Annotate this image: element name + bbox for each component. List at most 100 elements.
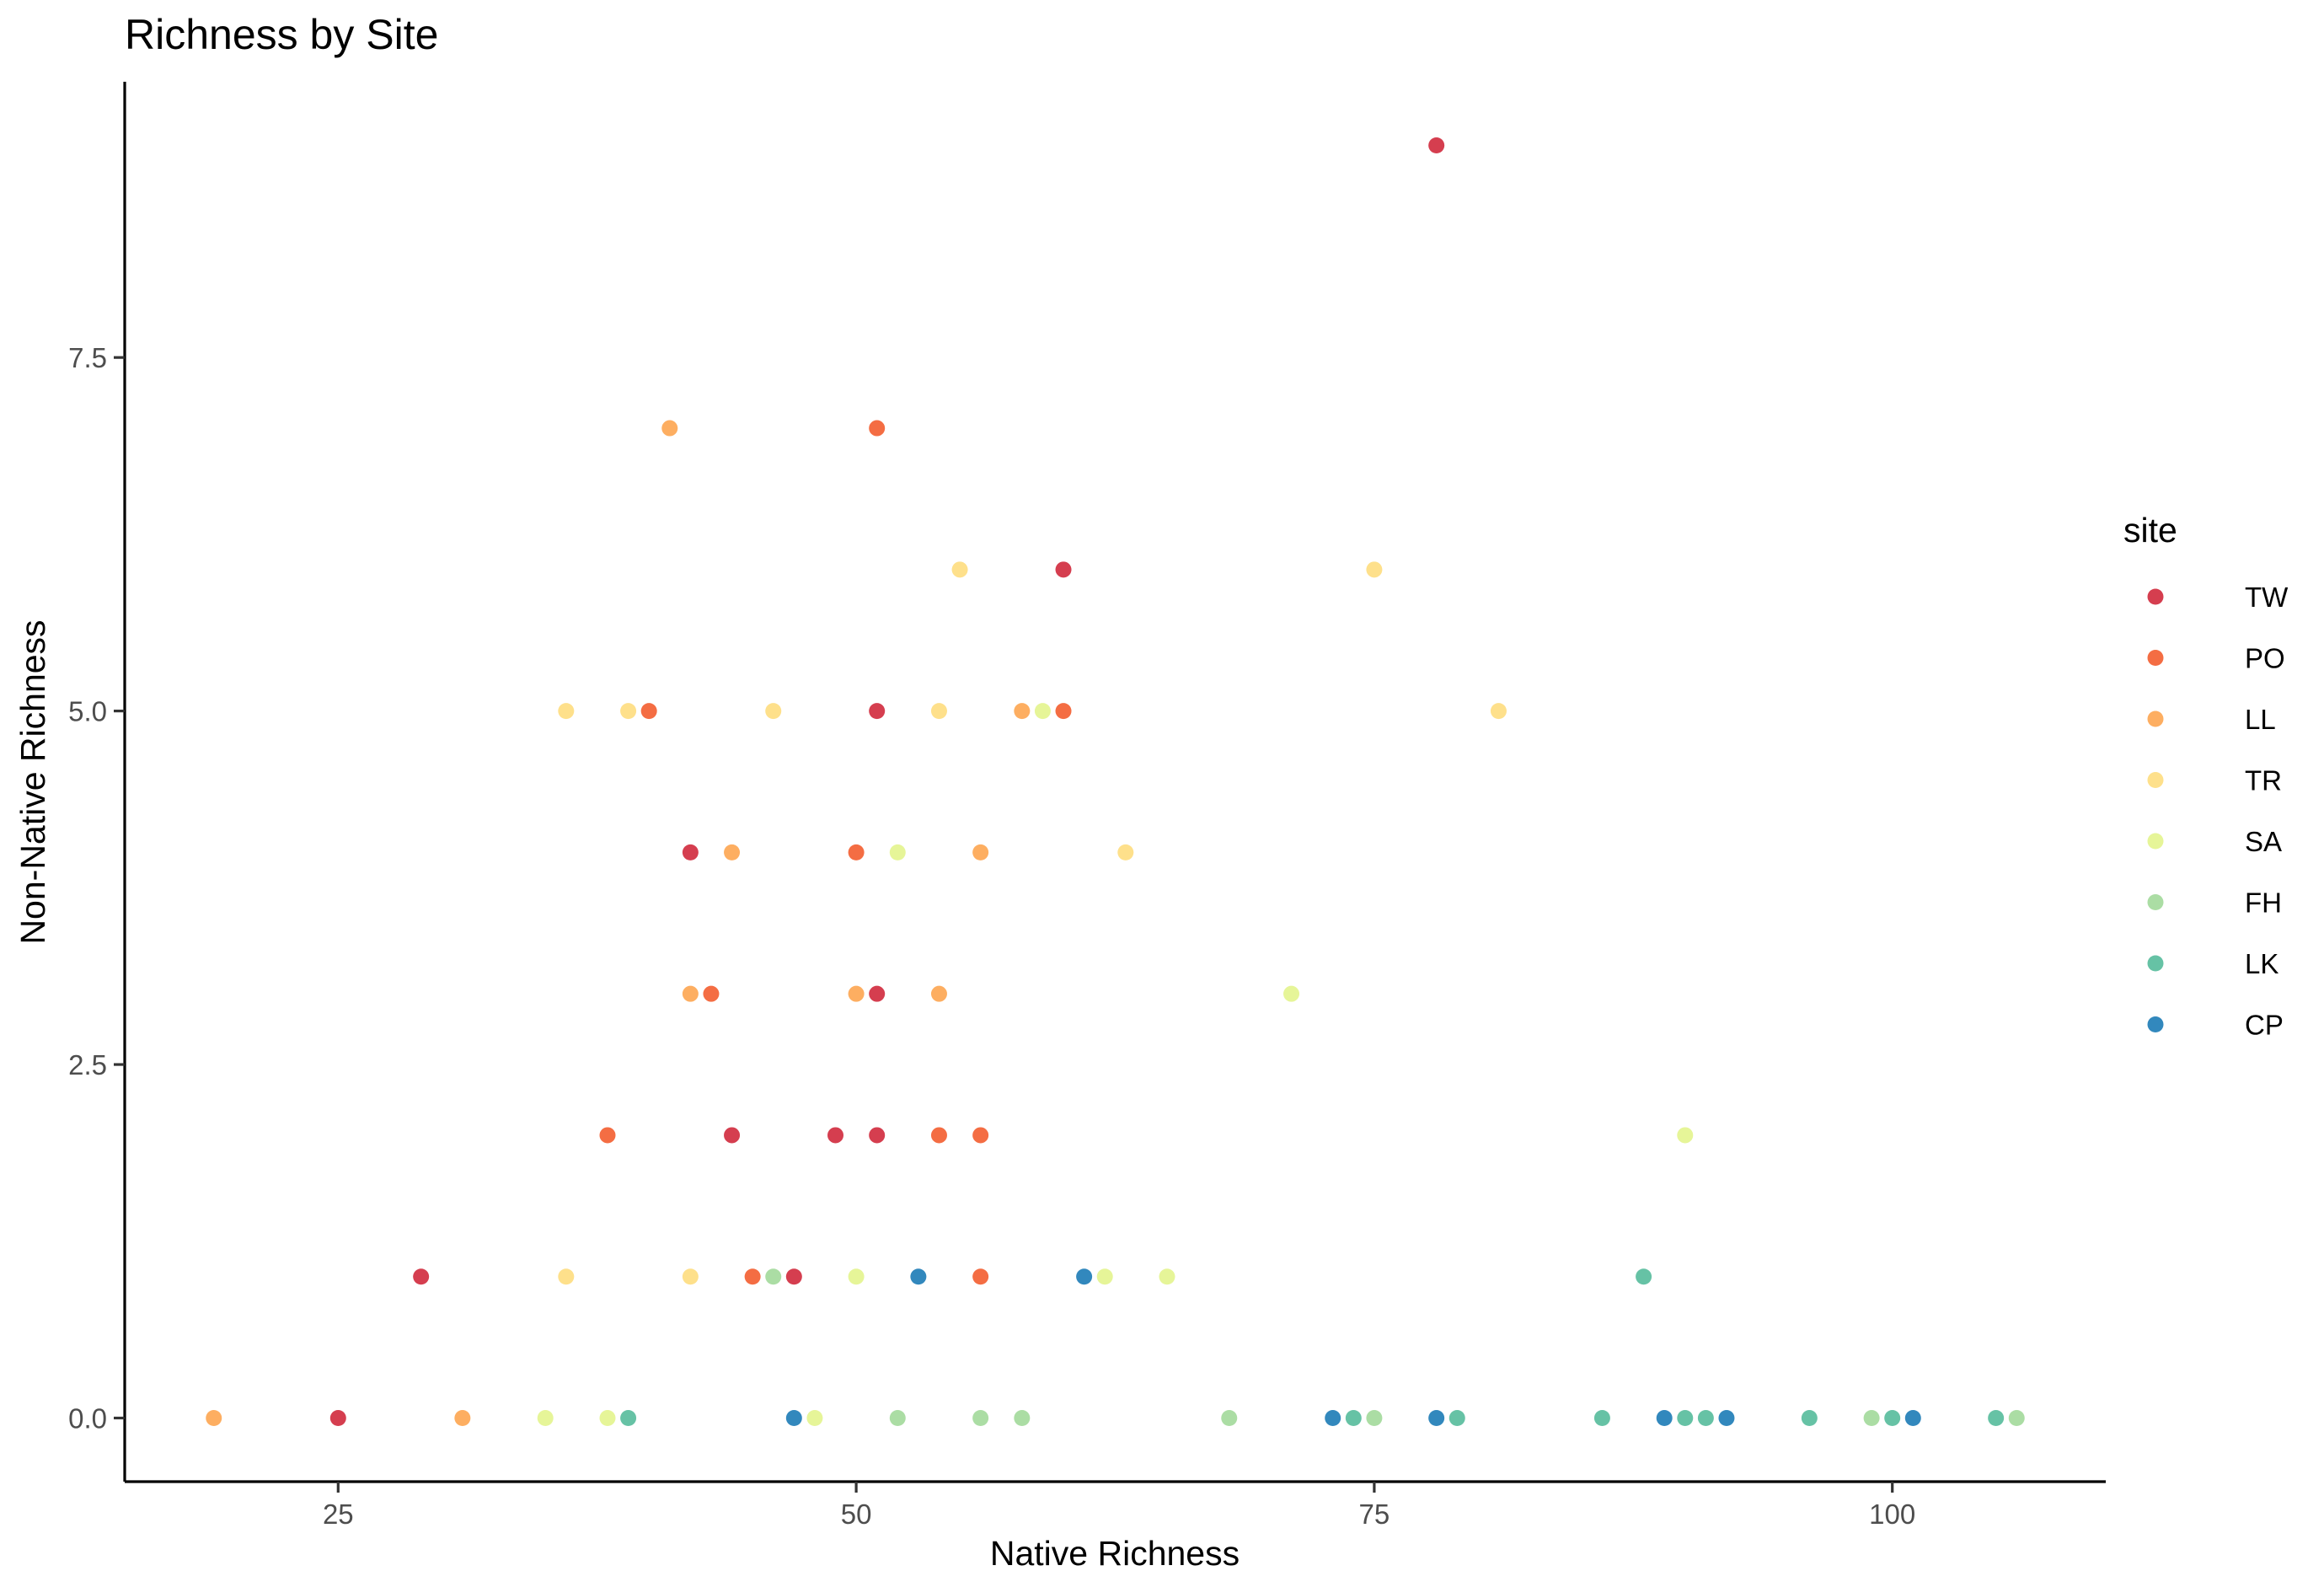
x-axis-title: Native Richness [990,1534,1240,1573]
data-point-po [640,703,657,720]
legend-key-lk [2147,955,2164,972]
legend-key-tr [2147,772,2164,788]
data-point-tr [558,703,575,720]
x-tick-label: 75 [1359,1499,1390,1530]
data-point-tw [1428,137,1445,153]
data-point-tw [329,1410,346,1426]
data-point-lk [1345,1410,1362,1426]
data-point-ll [724,844,741,861]
data-point-lk [1593,1410,1610,1426]
data-point-cp [1325,1410,1341,1426]
data-point-po [869,420,886,437]
legend-label-po: PO [2245,643,2285,674]
legend-label-tr: TR [2245,765,2282,796]
data-point-tw [869,703,886,720]
legend-label-tw: TW [2245,582,2289,613]
data-point-sa [599,1410,616,1426]
data-point-ll [1014,703,1031,720]
data-point-lk [1636,1268,1652,1285]
data-point-tr [765,703,782,720]
data-point-lk [1697,1410,1714,1426]
data-point-sa [1283,985,1300,1002]
legend-label-lk: LK [2245,948,2278,979]
data-point-sa [1677,1127,1694,1144]
x-axis-ticks: 25 50 75 100 [323,1482,1915,1530]
data-points [206,137,2025,1426]
data-point-tw [827,1127,844,1144]
legend: site TW PO LL TR SA FH LK CP [2123,511,2289,1041]
data-point-tr [1117,844,1134,861]
data-point-tw [869,1127,886,1144]
data-point-tr [682,1268,699,1285]
legend-key-tw [2147,588,2164,605]
data-point-ll [972,844,989,861]
data-point-fh [2008,1410,2025,1426]
legend-label-fh: FH [2245,887,2282,919]
data-point-cp [1076,1268,1093,1285]
legend-label-ll: LL [2245,704,2276,735]
data-point-tr [951,561,968,578]
y-tick-label: 5.0 [68,696,107,727]
data-point-cp [1718,1410,1735,1426]
data-point-lk [1448,1410,1465,1426]
y-tick-label: 0.0 [68,1403,107,1434]
data-point-cp [1904,1410,1921,1426]
data-point-ll [206,1410,222,1426]
data-point-lk [1801,1410,1818,1426]
data-point-sa [1096,1268,1113,1285]
data-point-tr [1490,703,1507,720]
data-point-tr [558,1268,575,1285]
data-point-tw [785,1268,802,1285]
legend-key-ll [2147,710,2164,727]
data-point-ll [661,420,678,437]
y-axis-ticks: 0.0 2.5 5.0 7.5 [68,342,125,1434]
data-point-ll [930,985,947,1002]
data-point-ll [454,1410,471,1426]
data-point-ll [848,985,865,1002]
data-point-cp [1656,1410,1673,1426]
data-point-fh [972,1410,989,1426]
data-point-tw [413,1268,430,1285]
data-point-sa [889,844,906,861]
data-point-sa [537,1410,554,1426]
data-point-tr [1366,561,1383,578]
data-point-fh [1014,1410,1031,1426]
data-point-lk [1884,1410,1901,1426]
data-point-po [599,1127,616,1144]
data-point-cp [910,1268,927,1285]
legend-key-po [2147,650,2164,666]
data-point-tw [1055,561,1072,578]
data-point-po [1055,703,1072,720]
data-point-sa [806,1410,823,1426]
data-point-fh [1221,1410,1238,1426]
data-point-tw [682,844,699,861]
data-point-po [972,1127,989,1144]
data-point-po [744,1268,761,1285]
data-point-lk [1988,1410,2005,1426]
legend-label-cp: CP [2245,1010,2284,1041]
data-point-tr [620,703,637,720]
data-point-po [703,985,720,1002]
legend-items: TW PO LL TR SA FH LK CP [2147,582,2289,1041]
data-point-sa [1034,703,1051,720]
data-point-sa [1159,1268,1175,1285]
legend-label-sa: SA [2245,826,2282,857]
data-point-fh [1863,1410,1880,1426]
y-tick-label: 7.5 [68,342,107,373]
data-point-cp [785,1410,802,1426]
data-point-lk [620,1410,637,1426]
data-point-po [848,844,865,861]
data-point-cp [1428,1410,1445,1426]
data-point-fh [765,1268,782,1285]
data-point-sa [848,1268,865,1285]
legend-key-fh [2147,894,2164,910]
legend-key-cp [2147,1016,2164,1032]
data-point-lk [1677,1410,1694,1426]
data-point-tw [724,1127,741,1144]
data-point-po [972,1268,989,1285]
chart-title: Richness by Site [125,11,438,58]
legend-title: site [2123,511,2177,550]
data-point-tr [930,703,947,720]
data-point-ll [682,985,699,1002]
x-tick-label: 100 [1869,1499,1915,1530]
